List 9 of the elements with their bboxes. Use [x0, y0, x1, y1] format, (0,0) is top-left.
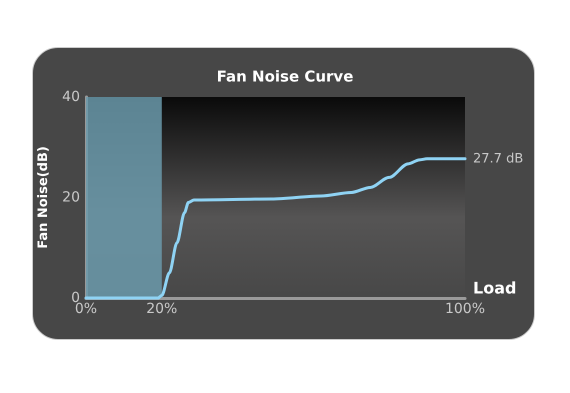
- x-tick-label: 0%: [74, 301, 98, 317]
- y-axis-title: Fan Noise(dB): [36, 146, 51, 249]
- chart-title: Fan Noise Curve: [216, 68, 354, 86]
- x-tick-label: 20%: [146, 301, 178, 317]
- annotation: 27.7 dB: [473, 151, 524, 166]
- x-tick-label: 100%: [444, 301, 486, 317]
- y-tick-label: 40: [62, 89, 80, 105]
- x-axis-title: Load: [473, 278, 516, 298]
- y-tick-label: 20: [62, 190, 80, 206]
